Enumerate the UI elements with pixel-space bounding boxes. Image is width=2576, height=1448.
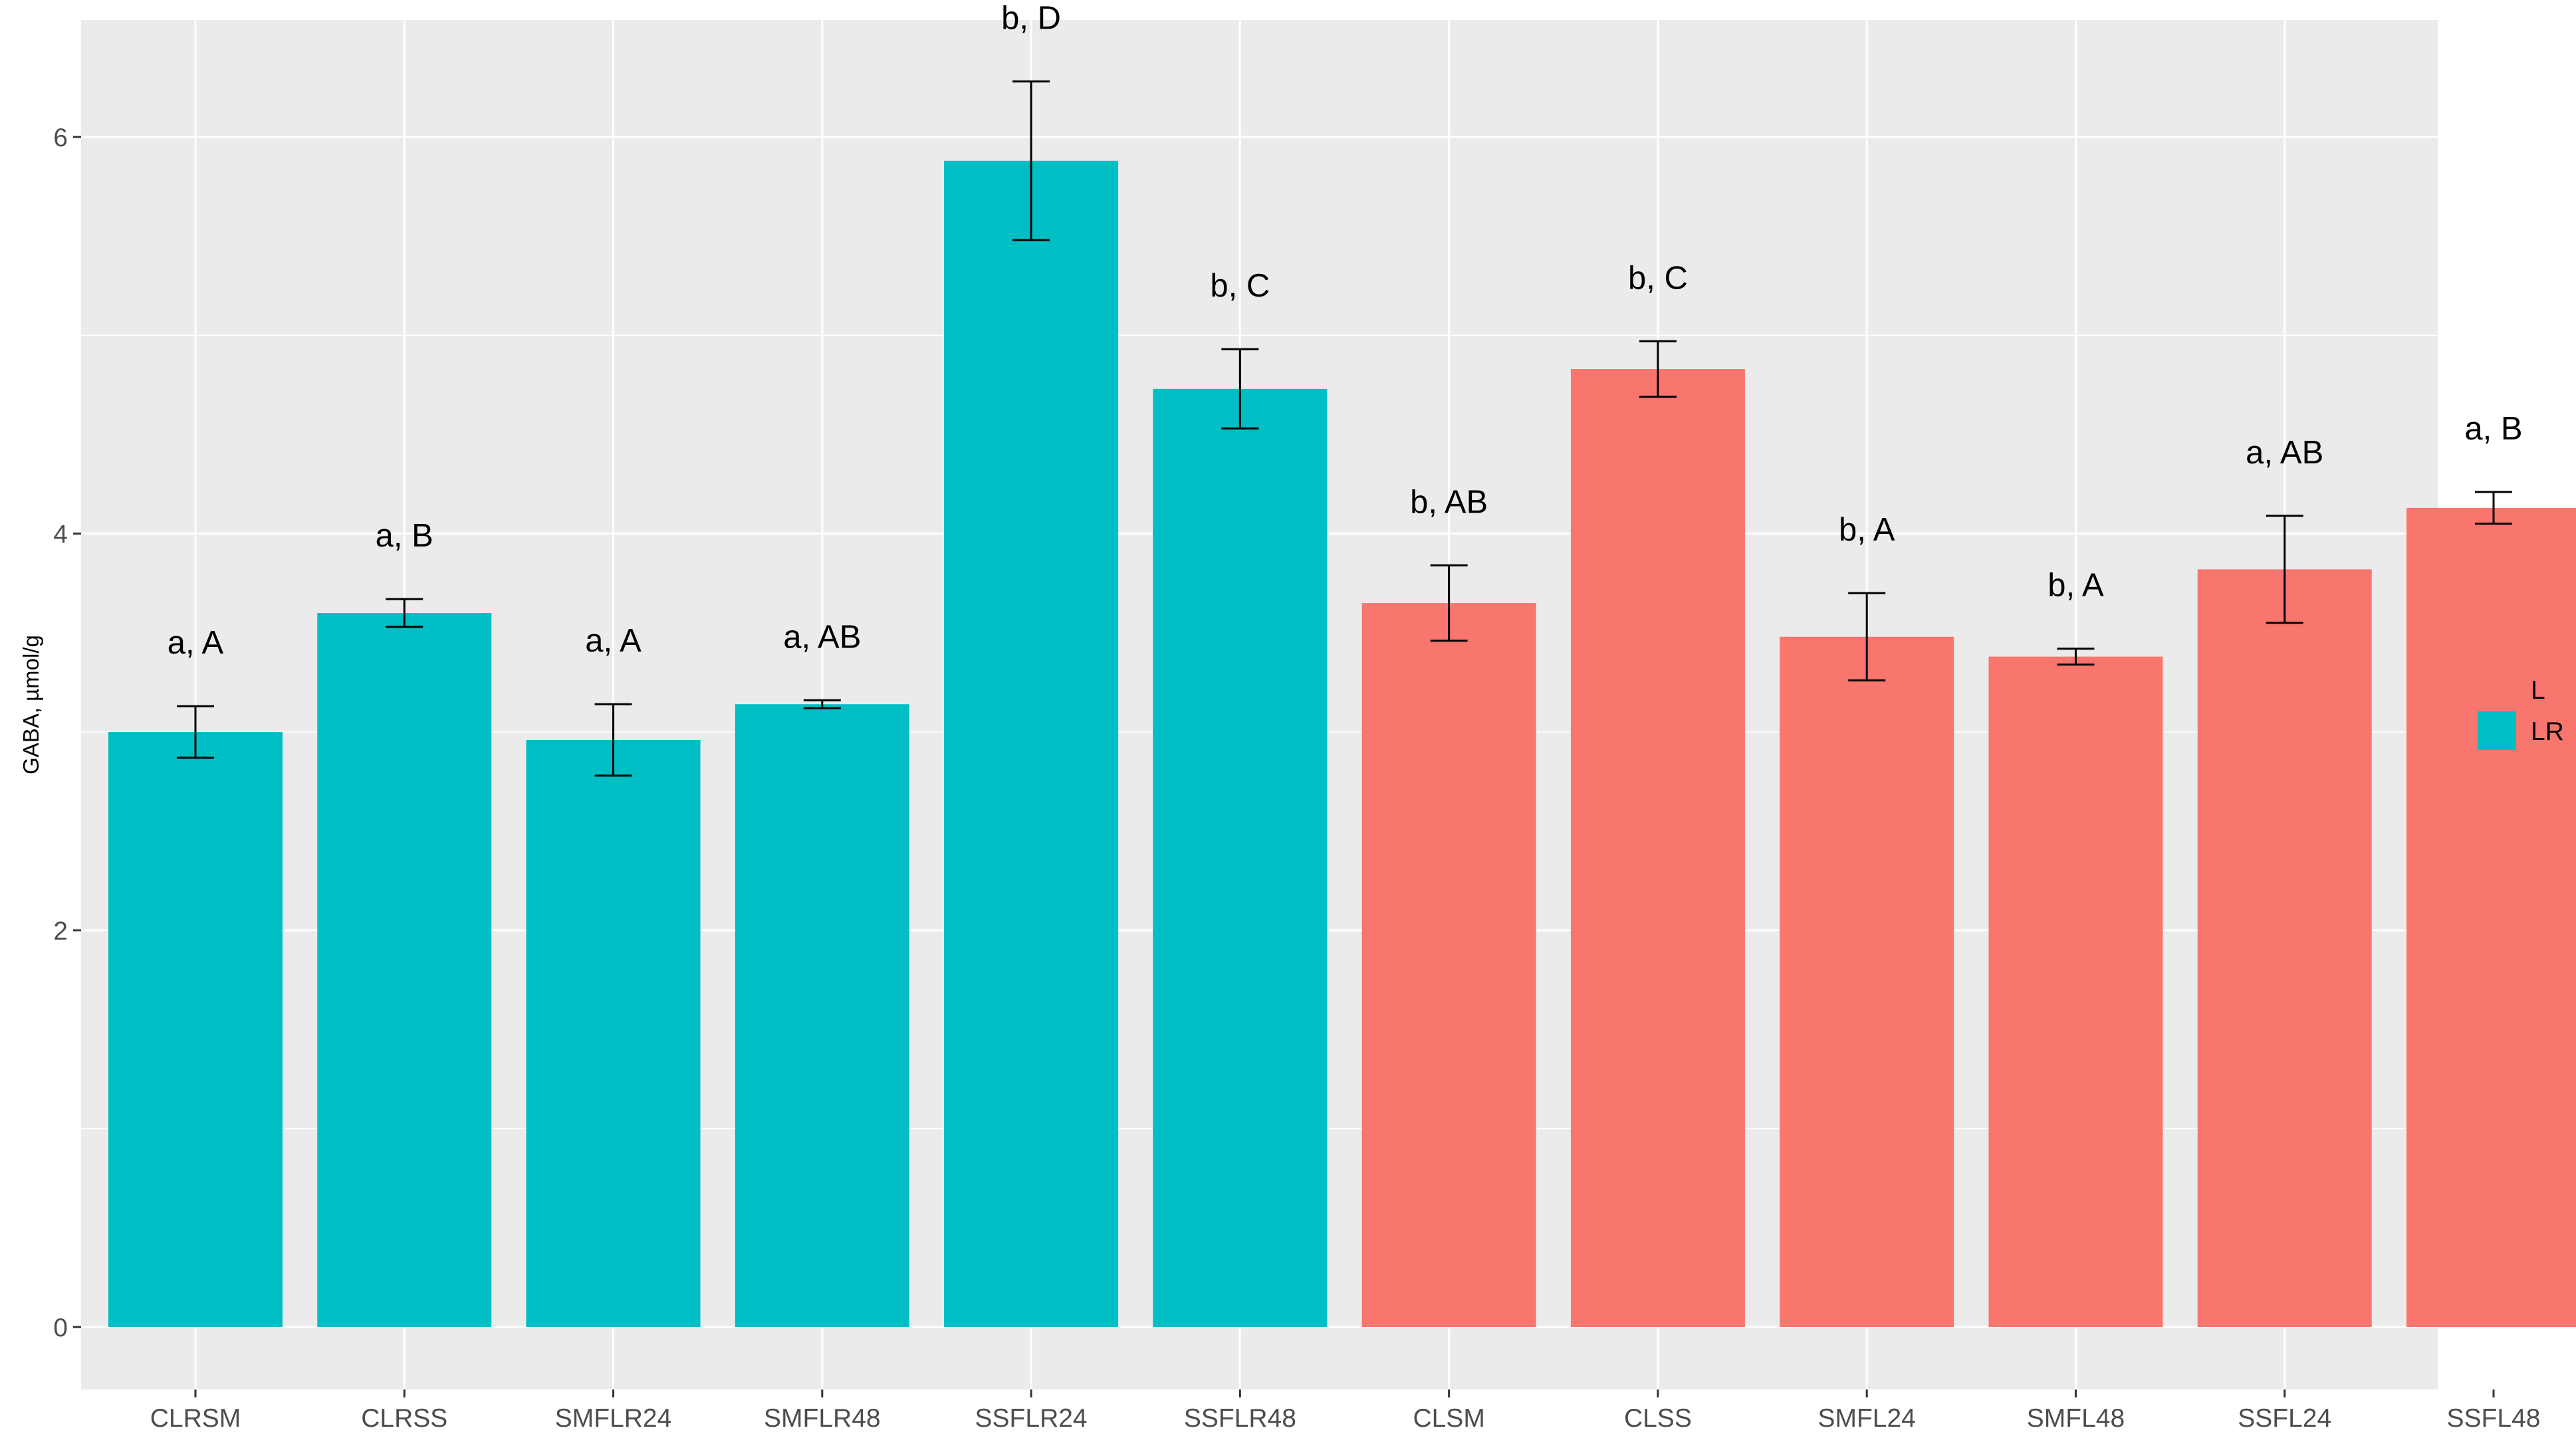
legend-key-l xyxy=(2478,670,2516,709)
legend-item-lr: LR xyxy=(2478,711,2564,750)
y-tick-label: 0 xyxy=(53,1314,68,1342)
bar-ssflr48 xyxy=(1153,388,1328,1328)
annotation-ssfl24: a, AB xyxy=(2246,435,2323,471)
bar-smfl24 xyxy=(1780,636,1954,1327)
error-bar-smfl48 xyxy=(2057,648,2095,666)
error-bars-layer xyxy=(177,80,2512,777)
y-axis-title: GABA, µmol/g xyxy=(19,635,43,775)
bar-smflr48 xyxy=(735,704,909,1327)
annotation-clss: b, C xyxy=(1628,260,1688,296)
legend-item-l: L xyxy=(2478,670,2545,709)
legend-key-lr xyxy=(2478,711,2516,750)
bar-ssflr24 xyxy=(944,160,1119,1327)
x-axis: CLRSM CLRSS SMFLR24 SMFLR48 SSFLR24 SSFLR48 CL… xyxy=(150,1389,2541,1433)
bar-ssfl24 xyxy=(2197,569,2372,1327)
bar-clrss xyxy=(317,613,492,1327)
error-bar-clrsm xyxy=(177,705,214,759)
annotation-ssflr24: b, D xyxy=(1001,0,1061,36)
y-tick-label: 6 xyxy=(53,124,68,152)
annotation-clrss: a, B xyxy=(376,518,433,554)
x-tick-label-smflr48: SMFLR48 xyxy=(764,1404,881,1433)
bar-clss xyxy=(1570,369,1745,1327)
bar-clrsm xyxy=(108,732,283,1327)
error-bar-smflr24 xyxy=(594,703,632,777)
x-tick-label-smfl48: SMFL48 xyxy=(2027,1404,2125,1433)
annotation-ssfl48: a, B xyxy=(2464,411,2522,447)
error-bar-ssfl24 xyxy=(2266,515,2303,624)
x-tick-label-smfl24: SMFL24 xyxy=(1817,1404,1915,1433)
bar-smflr24 xyxy=(526,739,701,1327)
x-tick-label-clrsm: CLRSM xyxy=(150,1404,241,1433)
y-tick-label: 2 xyxy=(53,917,68,945)
bar-smfl48 xyxy=(1988,656,2163,1327)
x-tick-label-ssfl24: SSFL24 xyxy=(2238,1404,2331,1433)
annotation-ssflr48: b, C xyxy=(1210,268,1270,304)
x-tick-label-ssflr24: SSFLR24 xyxy=(975,1404,1088,1433)
error-bar-ssflr48 xyxy=(1221,348,1259,430)
error-bar-clss xyxy=(1639,340,1677,398)
annotations-layer: a, A a, B a, A a, AB b, D b, C b, AB b, C b, A b,… xyxy=(168,0,2523,661)
annotation-smflr24: a, A xyxy=(585,623,642,659)
error-bar-smfl24 xyxy=(1848,592,1886,681)
x-tick-label-ssflr48: SSFLR48 xyxy=(1184,1404,1296,1433)
error-bar-clsm xyxy=(1430,564,1468,642)
y-tick-label: 4 xyxy=(53,521,68,549)
annotation-smfl48: b, A xyxy=(2048,568,2104,604)
x-tick-label-clsm: CLSM xyxy=(1413,1404,1484,1433)
x-tick-label-clrss: CLRSS xyxy=(361,1404,447,1433)
error-bar-ssflr24 xyxy=(1012,80,1050,241)
error-bar-clrss xyxy=(386,598,423,628)
x-tick-label-clss: CLSS xyxy=(1624,1404,1692,1433)
annotation-smfl24: b, A xyxy=(1839,512,1895,548)
annotation-smflr48: a, AB xyxy=(783,619,861,655)
annotation-clrsm: a, A xyxy=(168,625,224,661)
annotation-clsm: b, AB xyxy=(1410,484,1488,520)
legend: L LR xyxy=(2478,670,2564,750)
bars-layer xyxy=(108,160,2576,1328)
bar-clsm xyxy=(1361,603,1536,1328)
legend-label-lr: LR xyxy=(2531,717,2564,746)
bar-ssfl48 xyxy=(2406,507,2576,1328)
x-tick-label-ssfl48: SSFL48 xyxy=(2447,1404,2541,1433)
error-bar-smflr48 xyxy=(803,699,841,709)
y-axis: 0 2 4 6 xyxy=(53,124,81,1342)
x-tick-label-smflr24: SMFLR24 xyxy=(555,1404,672,1433)
legend-label-l: L xyxy=(2531,676,2545,705)
error-bar-ssfl48 xyxy=(2475,491,2512,525)
